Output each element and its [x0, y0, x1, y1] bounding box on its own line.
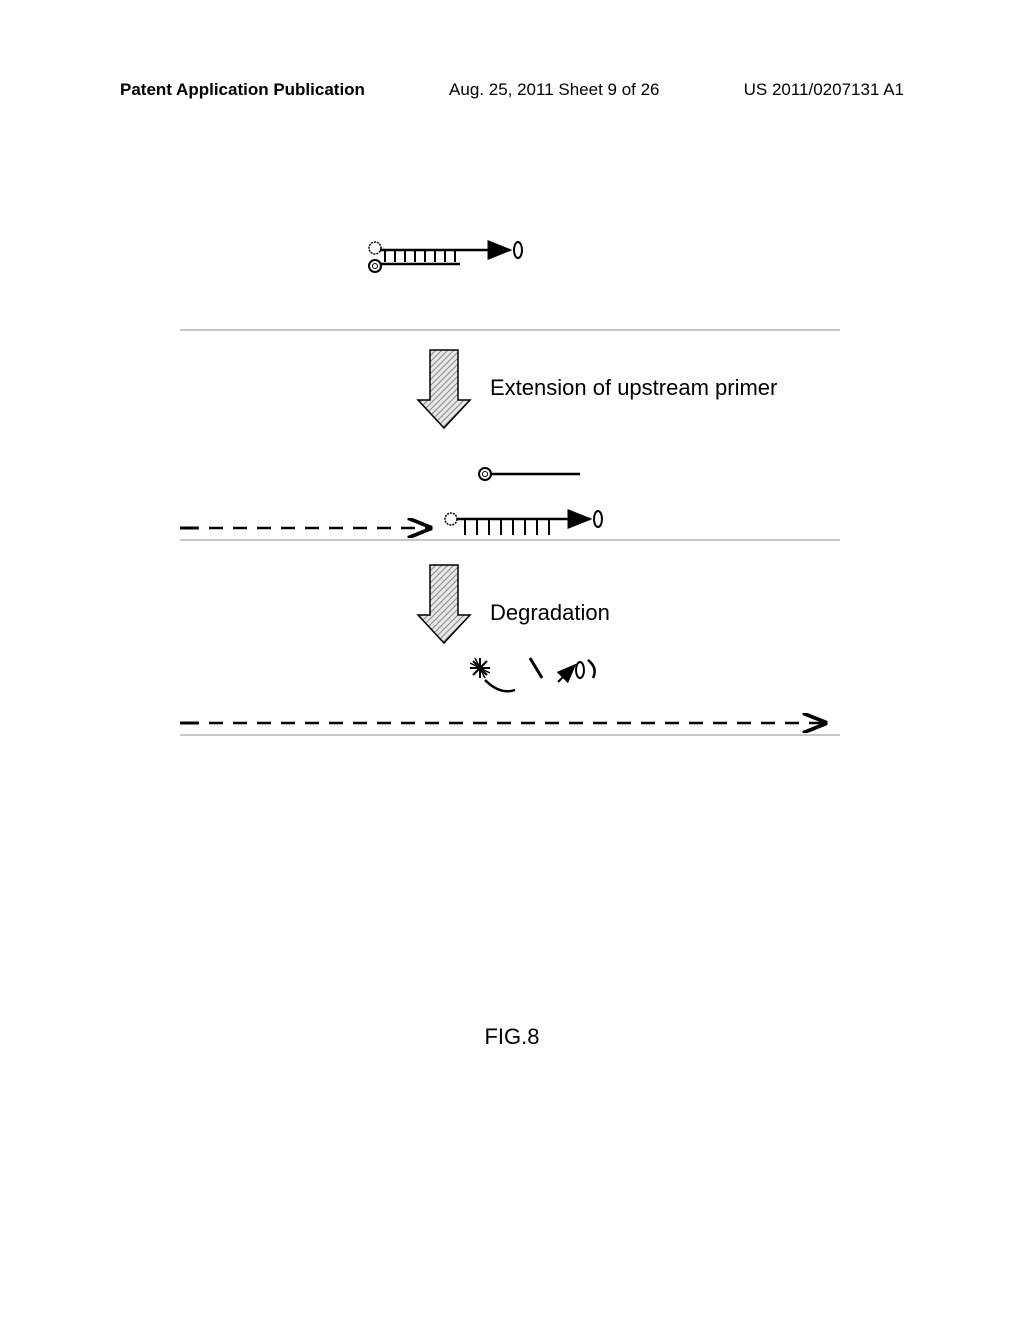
- figure-caption: FIG.8: [0, 1024, 1024, 1050]
- diagram-figure: Extension of upstream primer Degradation: [120, 220, 904, 920]
- header-date-sheet: Aug. 25, 2011 Sheet 9 of 26: [449, 80, 659, 100]
- panel-1-probe: [369, 242, 522, 272]
- panel-3-degradation: [180, 658, 840, 735]
- label-step-degradation: Degradation: [490, 600, 610, 626]
- page-header: Patent Application Publication Aug. 25, …: [0, 80, 1024, 100]
- label-step-extension: Extension of upstream primer: [490, 375, 777, 401]
- header-publication: Patent Application Publication: [120, 80, 365, 100]
- diagram-svg: [120, 220, 904, 920]
- down-arrow-1: [418, 350, 470, 428]
- header-patent-number: US 2011/0207131 A1: [744, 80, 904, 100]
- down-arrow-2: [418, 565, 470, 643]
- panel-2-extension: [180, 468, 840, 540]
